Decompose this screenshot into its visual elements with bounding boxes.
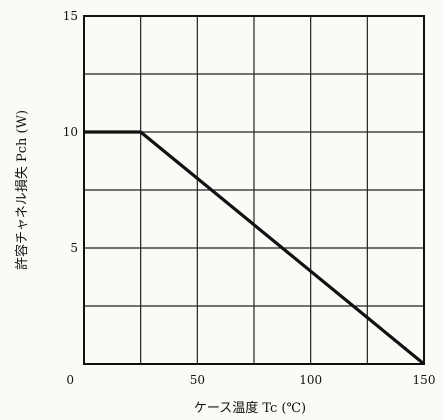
x-tick-label: 100 [299, 373, 322, 387]
y-tick-label: 15 [63, 9, 78, 23]
series-group [84, 130, 426, 366]
series-line [84, 130, 426, 366]
y-tick-label: 5 [70, 241, 78, 255]
x-tick-label: 50 [190, 373, 205, 387]
x-tick-label: 150 [413, 373, 436, 387]
x-tick-label: 0 [66, 373, 74, 387]
y-tick-label: 10 [63, 125, 78, 139]
y-tick-labels: 5 10 15 [63, 9, 78, 255]
y-axis-label: 許容チャネル損失 Pch (W) [14, 110, 30, 270]
plot-frame [83, 15, 425, 365]
x-tick-labels: 0 50 100 150 [66, 373, 435, 387]
x-axis-label: ケース温度 Tc (℃) [194, 400, 306, 416]
